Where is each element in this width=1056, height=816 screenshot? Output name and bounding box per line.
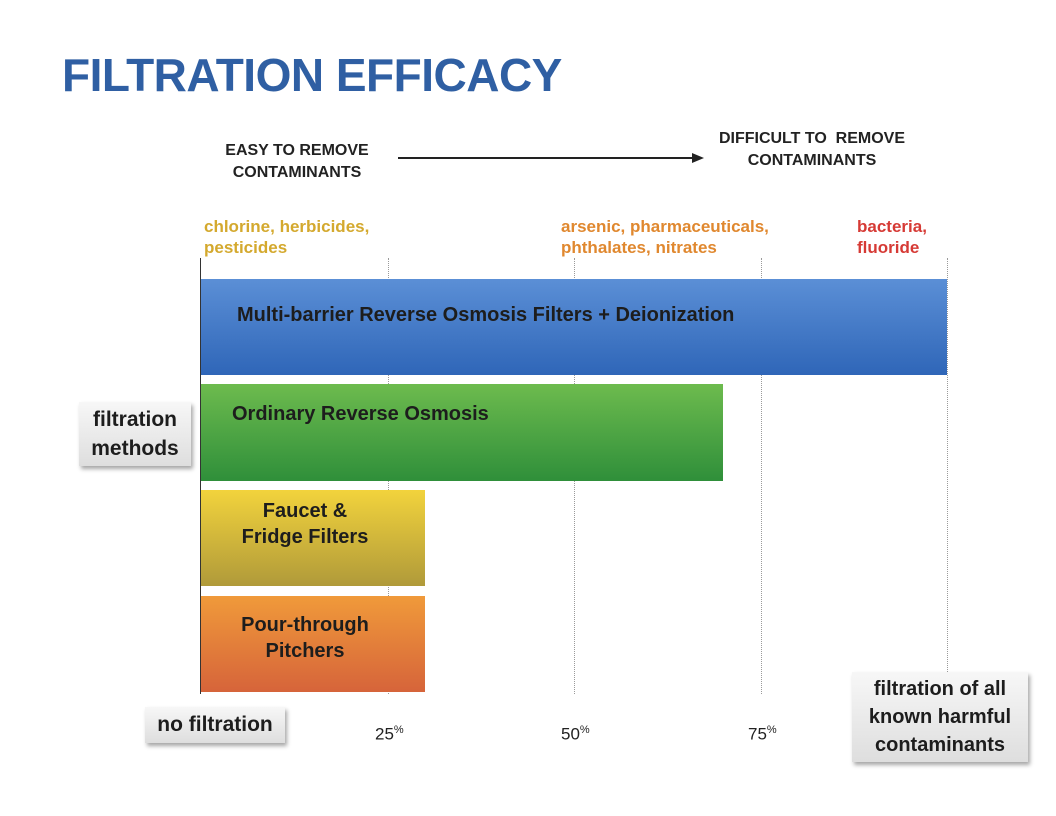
y-axis-label-box: filtration methods — [79, 402, 191, 466]
difficult-label-line-2: CONTAMINANTS — [747, 152, 877, 169]
bar-label-line: Pour-through — [241, 614, 369, 636]
full-filtration-label: filtration of all known harmful contamin… — [852, 672, 1028, 762]
no-filtration-label: no filtration — [145, 707, 285, 743]
difficult-to-remove-label: DIFFICULT TO REMOVE CONTAMINANTS — [700, 128, 924, 172]
tick-label-25: 25% — [375, 724, 404, 745]
tick-label-75: 75% — [748, 724, 777, 745]
easy-label-line-2: CONTAMINANTS — [232, 164, 362, 181]
contaminants-difficult-line-2: fluoride — [857, 238, 920, 257]
easy-label-line-1: EASY TO REMOVE — [225, 142, 369, 159]
gridline-100 — [947, 258, 948, 694]
contaminants-medium-line-2: phthalates, nitrates — [561, 238, 717, 257]
difficult-label-line-1: DIFFICULT TO REMOVE — [718, 130, 906, 147]
contaminants-difficult: bacteria, fluoride — [857, 216, 927, 258]
easy-to-remove-label: EASY TO REMOVE CONTAMINANTS — [212, 140, 382, 184]
tick-unit: % — [766, 724, 777, 736]
y-axis-line — [200, 258, 201, 694]
contaminants-medium: arsenic, pharmaceuticals, phthalates, ni… — [561, 216, 769, 258]
tick-unit: % — [579, 724, 590, 736]
bar-label-line: Faucet & — [262, 500, 348, 522]
bar-label-multi-barrier-ro: Multi-barrier Reverse Osmosis Filters + … — [237, 302, 734, 328]
bar-label-line: Ordinary Reverse Osmosis — [232, 403, 489, 425]
contaminants-easy-line-1: chlorine, herbicides, — [204, 217, 370, 236]
tick-number: 50 — [561, 724, 580, 744]
bar-label-ordinary-ro: Ordinary Reverse Osmosis — [232, 401, 489, 427]
tick-number: 25 — [375, 724, 394, 744]
bar-label-faucet-fridge: Faucet & Fridge Filters — [212, 498, 398, 550]
bar-multi-barrier-ro — [201, 279, 947, 375]
difficulty-arrow-icon — [398, 153, 704, 163]
full-filtration-line-2: known harmful — [868, 706, 1012, 728]
contaminants-easy: chlorine, herbicides, pesticides — [204, 216, 369, 258]
bar-faucet-fridge — [201, 490, 425, 586]
bar-label-line: Multi-barrier Reverse Osmosis Filters + … — [237, 304, 735, 326]
bar-label-pour-through: Pour-through Pitchers — [212, 612, 398, 664]
y-axis-label-line-1: filtration — [93, 408, 177, 431]
page-title: FILTRATION EFFICACY — [62, 49, 562, 101]
contaminants-easy-line-2: pesticides — [204, 238, 288, 257]
full-filtration-line-3: contaminants — [874, 734, 1006, 756]
gridline-75 — [761, 258, 762, 694]
tick-number: 75 — [748, 724, 767, 744]
y-axis-label-line-2: methods — [91, 437, 179, 460]
tick-unit: % — [393, 724, 404, 736]
tick-label-50: 50% — [561, 724, 590, 745]
bar-label-line: Fridge Filters — [241, 526, 369, 548]
bar-ordinary-ro — [201, 384, 724, 481]
bar-label-line: Pitchers — [265, 640, 345, 662]
bar-pour-through — [201, 596, 425, 692]
full-filtration-line-1: filtration of all — [873, 678, 1007, 700]
contaminants-medium-line-1: arsenic, pharmaceuticals, — [561, 217, 769, 236]
contaminants-difficult-line-1: bacteria, — [857, 217, 927, 236]
